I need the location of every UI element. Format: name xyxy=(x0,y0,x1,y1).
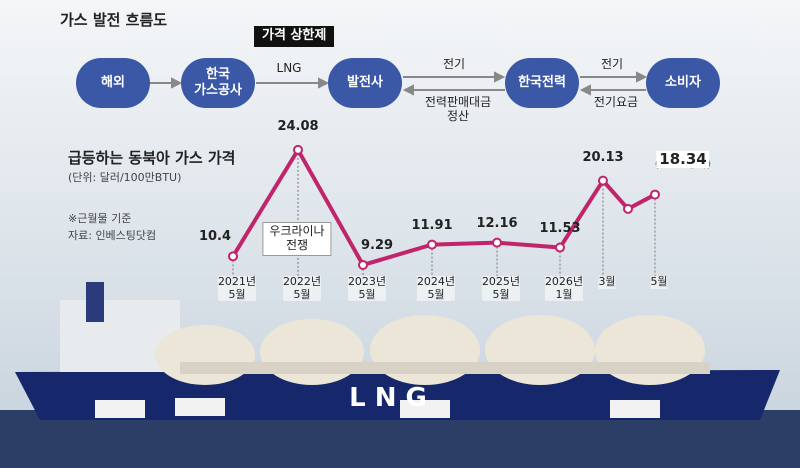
edge-label: LNG xyxy=(276,61,302,75)
x-tick-label: 5월 xyxy=(650,275,668,289)
x-tick-label: 2026년 1월 xyxy=(544,275,584,302)
point xyxy=(598,175,608,186)
value-label: 9.29 xyxy=(360,237,394,253)
point xyxy=(492,237,502,248)
point xyxy=(228,251,238,262)
flow-node: 한국 가스공사 xyxy=(181,58,255,108)
point xyxy=(358,259,368,270)
value-label: 11.91 xyxy=(411,217,453,233)
value-label: 11.53 xyxy=(539,220,581,236)
point xyxy=(293,144,303,155)
value-label: 20.13 xyxy=(582,149,624,165)
point xyxy=(650,189,660,200)
flow-node: 한국전력 xyxy=(505,58,579,108)
ship-label: L N G xyxy=(349,383,427,413)
x-tick-label: 2025년 5월 xyxy=(481,275,521,302)
value-label: 10.4 xyxy=(198,229,232,245)
tugs xyxy=(95,398,660,418)
funnel xyxy=(86,282,104,322)
edge-label: 전기 xyxy=(442,57,466,71)
point xyxy=(623,203,633,214)
chart-title: 급등하는 동북아 가스 가격 xyxy=(68,149,236,167)
flow-arrows xyxy=(150,71,648,96)
value-label: 12.16 xyxy=(476,215,518,231)
x-tick-label: 2023년 5월 xyxy=(347,275,387,302)
x-tick-label: 3월 xyxy=(598,275,616,289)
flow-title: 가스 발전 흐름도 xyxy=(60,11,168,29)
point xyxy=(427,239,437,250)
flow-node: 해외 xyxy=(76,58,150,108)
edge-label: 전기요금 xyxy=(593,95,639,109)
flow-node: 소비자 xyxy=(646,58,720,108)
x-tick-label: 2021년 5월 xyxy=(217,275,257,302)
edge-label: 전력판매대금 정산 xyxy=(424,95,492,123)
value-label: 24.08 xyxy=(277,118,319,134)
deck xyxy=(180,362,710,374)
annotation: 우크라이나 전쟁 xyxy=(262,222,332,256)
edge-label: 전기 xyxy=(600,57,624,71)
chart-subtitle: (단위: 달러/100만BTU) xyxy=(68,171,182,184)
x-tick-label: 2024년 5월 xyxy=(416,275,456,302)
point xyxy=(555,242,565,253)
value-label: 18.34 xyxy=(656,150,710,168)
flow-node: 발전사 xyxy=(328,58,402,108)
flow-tag: 가격 상한제 xyxy=(254,26,335,47)
note: ※근월물 기준 xyxy=(68,212,132,225)
x-tick-label: 2022년 5월 xyxy=(282,275,322,302)
note: 자료: 인베스팅닷컴 xyxy=(68,229,157,242)
